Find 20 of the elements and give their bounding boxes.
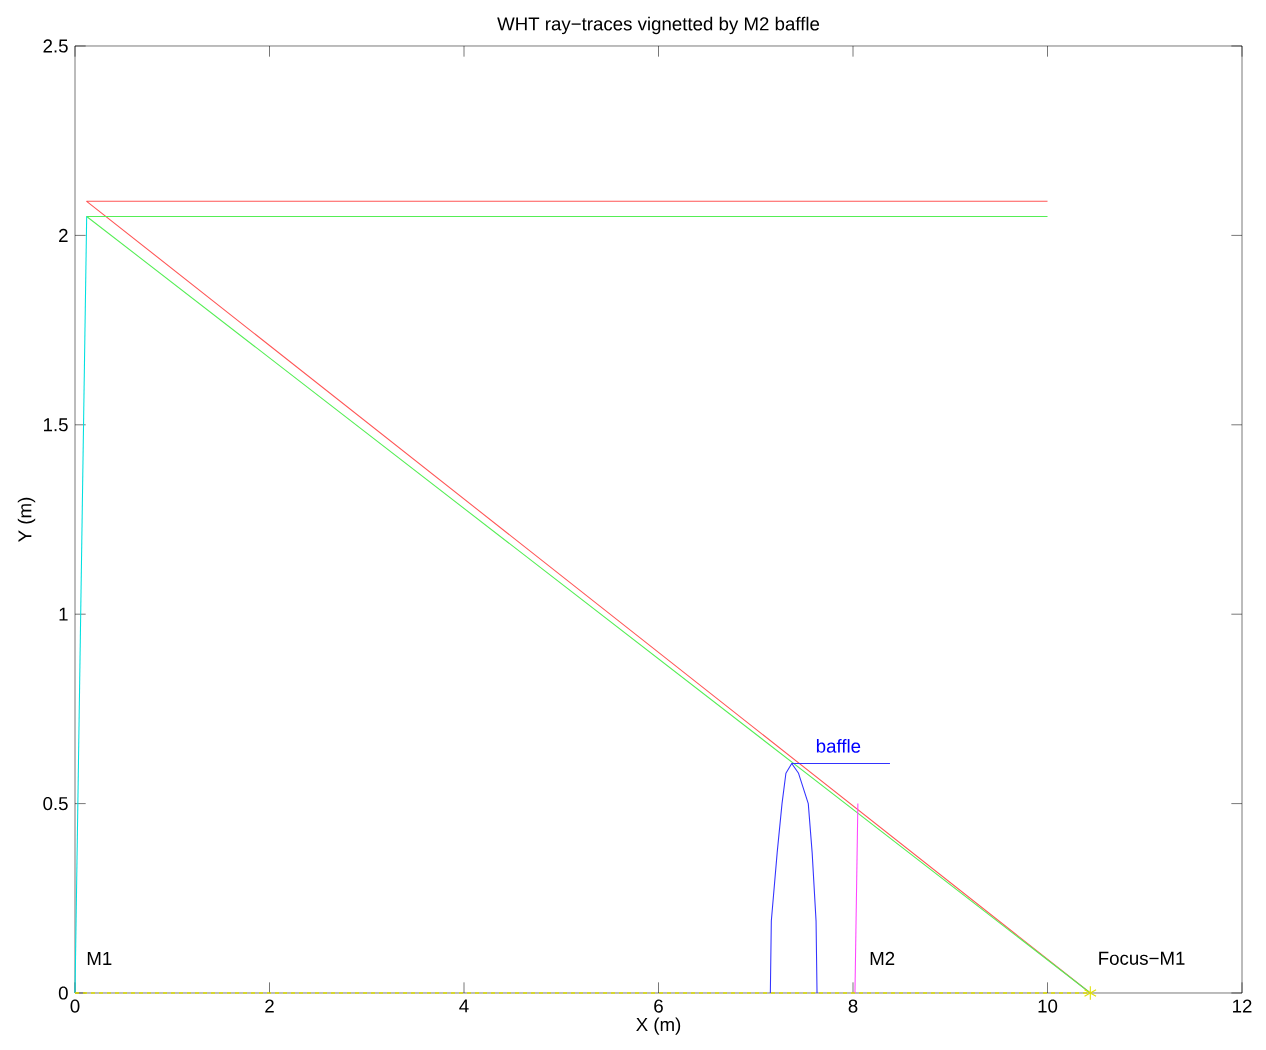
- annotation: baffle: [816, 739, 861, 753]
- x-tick-label: 8: [848, 999, 858, 1013]
- x-tick-label: 2: [265, 999, 274, 1013]
- x-tick-label: 10: [1038, 999, 1058, 1013]
- y-tick-label: 0: [58, 986, 68, 1000]
- x-axis-title: X (m): [636, 1017, 681, 1035]
- y-tick-label: 2.5: [43, 39, 68, 53]
- annotation: Focus−M1: [1099, 951, 1185, 965]
- y-tick-label: 2: [59, 228, 68, 242]
- y-tick-label: 1: [59, 607, 68, 621]
- x-tick-label: 0: [70, 999, 80, 1013]
- y-tick-label: 1.5: [43, 418, 68, 432]
- annotation: M2: [870, 951, 895, 965]
- annotation: M1: [87, 952, 112, 965]
- x-tick-label: 6: [654, 999, 663, 1013]
- y-axis-title: Y (m): [17, 497, 36, 542]
- x-tick-label: 4: [459, 999, 469, 1013]
- chart-title: WHT ray−traces vignetted by M2 baffle: [497, 16, 820, 35]
- y-tick-label: 0.5: [43, 796, 68, 811]
- x-tick-label: 12: [1233, 999, 1252, 1013]
